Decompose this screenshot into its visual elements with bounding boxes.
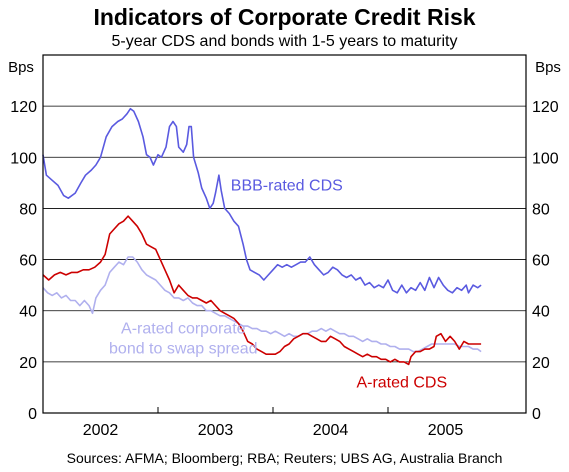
y-tick-left-60: 60 [19, 253, 37, 270]
x-tick-2002: 2002 [83, 422, 119, 439]
y-unit-right: Bps [535, 59, 561, 76]
y-tick-right-40: 40 [532, 304, 550, 321]
x-tick-2004: 2004 [313, 422, 349, 439]
y-tick-right-0: 0 [532, 406, 541, 423]
annotation-bbb: BBB-rated CDS [231, 178, 343, 195]
y-tick-right-80: 80 [532, 201, 550, 218]
annotation-acds: A-rated CDS [356, 374, 447, 391]
y-tick-left-120: 120 [10, 99, 37, 116]
y-tick-right-60: 60 [532, 253, 550, 270]
series-line-0 [42, 107, 482, 294]
series-line-2 [42, 256, 482, 353]
y-unit-left: Bps [8, 59, 34, 76]
annotation-bond-line-0: A-rated corporate [121, 321, 246, 338]
axis-ticks [157, 407, 389, 413]
series-line-1 [42, 215, 482, 366]
y-tick-left-0: 0 [28, 406, 37, 423]
y-tick-right-120: 120 [532, 99, 559, 116]
x-tick-labels: 2002 2003 2004 2005 [83, 422, 464, 439]
y-tick-left-80: 80 [19, 201, 37, 218]
annotation-bbb-line-0: BBB-rated CDS [231, 178, 343, 195]
y-tick-left-20: 20 [19, 355, 37, 372]
y-tick-labels: 0 0 20 20 40 40 60 60 80 80 100 100 120 120 [10, 99, 559, 423]
x-tick-2003: 2003 [198, 422, 234, 439]
annotation-bond: A-rated corporate bond to swap spread [109, 321, 258, 358]
chart-title: Indicators of Corporate Credit Risk [93, 4, 475, 30]
chart-source: Sources: AFMA; Bloomberg; RBA; Reuters; … [67, 450, 503, 466]
chart-subtitle: 5-year CDS and bonds with 1-5 years to m… [112, 33, 458, 50]
series-lines [42, 107, 482, 366]
annotation-acds-line-0: A-rated CDS [356, 374, 447, 391]
y-tick-right-20: 20 [532, 355, 550, 372]
plot-frame [42, 54, 527, 414]
x-tick-2005: 2005 [428, 422, 464, 439]
series-annotations: BBB-rated CDS A-rated corporate bond to sw… [109, 178, 447, 392]
grid-lines [43, 105, 526, 363]
y-tick-left-40: 40 [19, 304, 37, 321]
y-tick-left-100: 100 [10, 150, 37, 167]
annotation-bond-line-1: bond to swap spread [109, 341, 258, 358]
y-tick-right-100: 100 [532, 150, 559, 167]
